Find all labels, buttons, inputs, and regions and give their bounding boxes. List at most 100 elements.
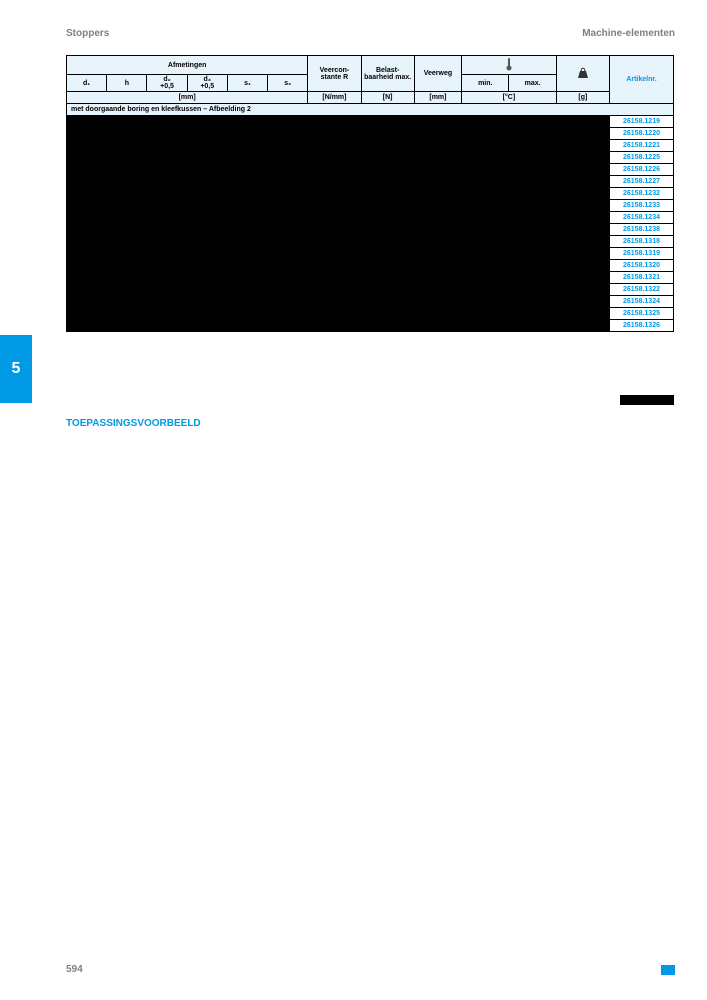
cell-data [147,188,187,200]
cell-data [361,152,414,164]
header-right: Machine-elementen [582,28,675,39]
cell-data [361,308,414,320]
cell-data [227,284,267,296]
article-number-link[interactable]: 26158.1321 [610,272,674,284]
cell-data [147,164,187,176]
cell-data [147,116,187,128]
article-number-link[interactable]: 26158.1318 [610,236,674,248]
table-row: 26158.1220 [67,128,674,140]
cell-data [147,260,187,272]
cell-data [414,296,461,308]
table-row: 26158.1322 [67,284,674,296]
cell-data [361,224,414,236]
cell-data [268,248,308,260]
article-number-link[interactable]: 26158.1325 [610,308,674,320]
cell-data [268,308,308,320]
cell-data [509,296,556,308]
cell-data [268,128,308,140]
cell-data [509,176,556,188]
cell-data [361,272,414,284]
cell-data [147,140,187,152]
article-number-link[interactable]: 26158.1322 [610,284,674,296]
cell-data [414,200,461,212]
cell-data [187,320,227,332]
table-row: 26158.1226 [67,164,674,176]
cell-data [462,272,509,284]
section-row-label: met doorgaande boring en kleefkussen – A… [67,104,674,116]
col-h: h [107,75,147,92]
cell-data [107,152,147,164]
cell-data [107,320,147,332]
cell-data [107,236,147,248]
article-number-link[interactable]: 26158.1219 [610,116,674,128]
cell-data [556,260,609,272]
cell-data [147,176,187,188]
cell-data [268,320,308,332]
cell-data [509,212,556,224]
cell-data [187,248,227,260]
cell-data [509,224,556,236]
cell-data [361,128,414,140]
cell-data [308,200,361,212]
cell-data [308,164,361,176]
article-number-link[interactable]: 26158.1238 [610,224,674,236]
article-number-link[interactable]: 26158.1234 [610,212,674,224]
table-row: 26158.1325 [67,308,674,320]
table-row: 26158.1319 [67,248,674,260]
cell-data [556,176,609,188]
article-number-link[interactable]: 26158.1225 [610,152,674,164]
cell-data [509,260,556,272]
col-d1: d₁ [67,75,107,92]
cell-data [308,224,361,236]
cell-d1 [67,116,107,152]
cell-data [308,284,361,296]
article-number-link[interactable]: 26158.1320 [610,260,674,272]
table-row: 26158.1219 [67,116,674,128]
cell-data [227,140,267,152]
cell-data [227,296,267,308]
article-number-link[interactable]: 26158.1319 [610,248,674,260]
cell-data [268,212,308,224]
cell-data [308,140,361,152]
table-row: 26158.1321 [67,272,674,284]
article-number-link[interactable]: 26158.1233 [610,200,674,212]
cell-data [414,224,461,236]
cell-data [147,284,187,296]
article-number-link[interactable]: 26158.1226 [610,164,674,176]
col-artikelnr: Artikelnr. [610,56,674,104]
section-title: TOEPASSINGSVOORBEELD [66,418,201,429]
cell-data [107,116,147,128]
cell-data [509,128,556,140]
cell-data [187,296,227,308]
cell-data [107,260,147,272]
col-afmetingen: Afmetingen [67,56,308,75]
cell-data [462,248,509,260]
article-number-link[interactable]: 26158.1232 [610,188,674,200]
cell-data [414,248,461,260]
cell-data [556,272,609,284]
table-row: 26158.1234 [67,212,674,224]
article-number-link[interactable]: 26158.1324 [610,296,674,308]
cell-data [308,248,361,260]
cell-data [107,308,147,320]
article-number-link[interactable]: 26158.1326 [610,320,674,332]
article-number-link[interactable]: 26158.1221 [610,140,674,152]
col-d2: d₂+0,5 [147,75,187,92]
table-row: 26158.1221 [67,140,674,152]
article-number-link[interactable]: 26158.1220 [610,128,674,140]
cell-data [414,128,461,140]
thermometer-icon [505,57,513,73]
cell-data [107,140,147,152]
unit-g: [g] [556,92,609,104]
cell-data [361,248,414,260]
cell-data [187,212,227,224]
cell-data [462,320,509,332]
col-max: max. [509,75,556,92]
article-number-link[interactable]: 26158.1227 [610,176,674,188]
cell-data [187,308,227,320]
col-temp [462,56,557,75]
cell-data [187,224,227,236]
cell-data [187,188,227,200]
cell-data [268,224,308,236]
cell-data [556,140,609,152]
